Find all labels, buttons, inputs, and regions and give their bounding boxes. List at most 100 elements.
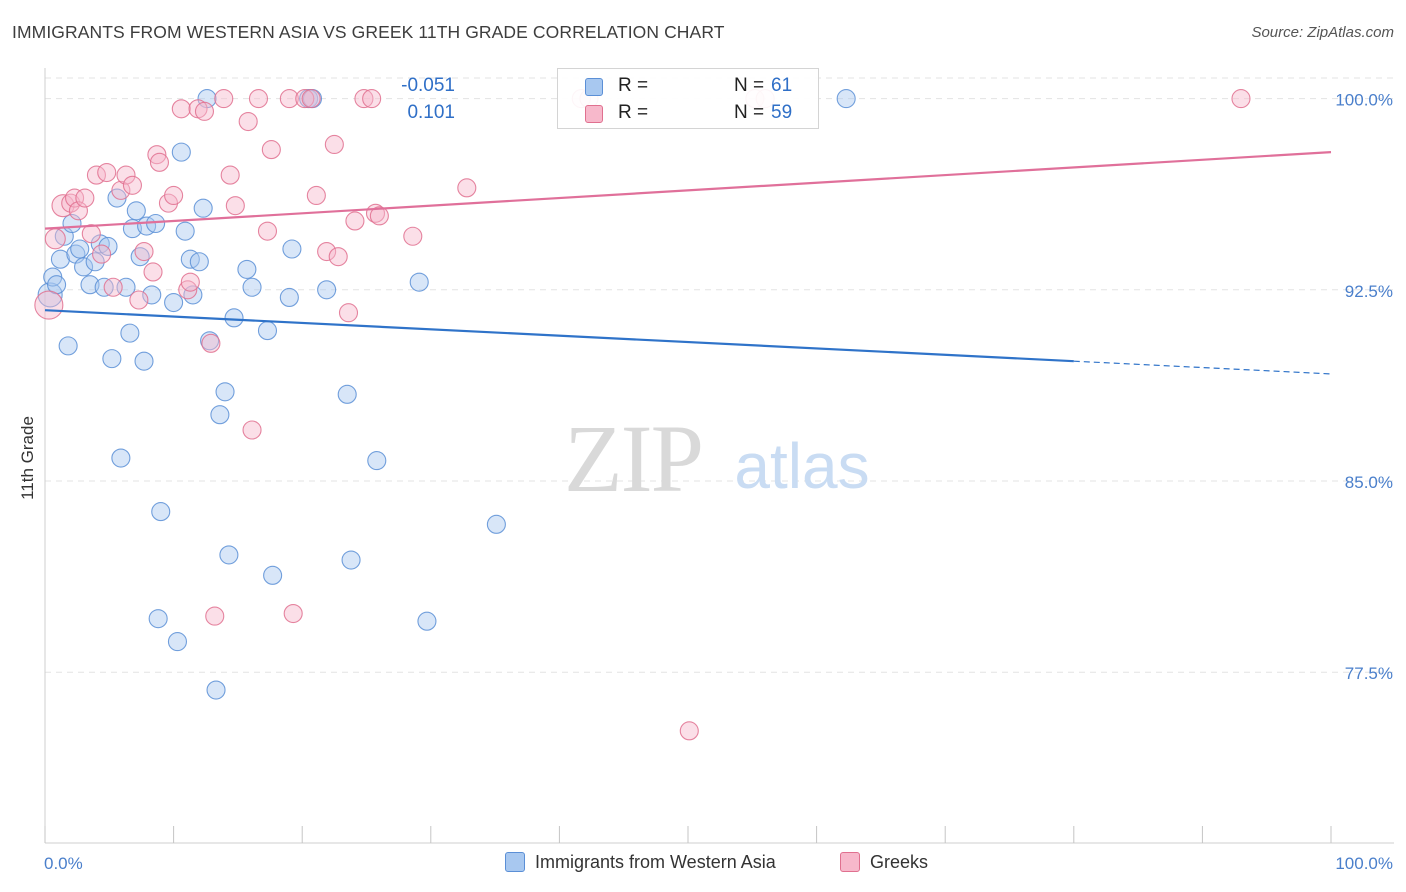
data-point <box>417 611 437 631</box>
legend-label: Greeks <box>870 852 929 872</box>
series-points-1 <box>34 89 1251 741</box>
data-point <box>50 249 70 269</box>
data-point <box>219 545 239 565</box>
data-point <box>44 228 66 250</box>
data-point <box>58 336 78 356</box>
data-point <box>120 323 140 343</box>
data-point <box>65 188 85 208</box>
data-point <box>486 514 506 534</box>
data-point <box>457 178 477 198</box>
n-value: 59 <box>771 102 793 123</box>
data-point <box>283 604 303 624</box>
y-tick-label: 77.5% <box>1345 664 1393 683</box>
data-point <box>317 242 337 262</box>
data-point <box>74 257 94 277</box>
data-point <box>85 252 105 272</box>
trend-lines <box>44 151 1332 375</box>
data-point <box>194 101 215 121</box>
data-point <box>205 606 225 626</box>
tick-labels: 100.0% 92.5% 85.0% 77.5% 0.0% 100.0% <box>44 91 1393 873</box>
source-label: Source: ZipAtlas.com <box>1251 24 1394 41</box>
data-point <box>130 247 150 267</box>
r-value: -0.051 <box>401 75 455 96</box>
data-point <box>178 280 198 300</box>
data-point <box>295 89 315 109</box>
data-point <box>143 262 163 282</box>
data-point <box>171 99 191 119</box>
legend-item-western-asia[interactable]: Immigrants from Western Asia <box>505 852 776 873</box>
data-point <box>224 308 244 328</box>
data-point <box>98 236 118 257</box>
data-point <box>111 180 131 200</box>
trend-line-extension <box>1073 360 1332 375</box>
data-point <box>362 89 382 109</box>
data-point <box>679 721 699 741</box>
data-point <box>164 185 184 206</box>
data-point <box>61 193 81 213</box>
data-point <box>149 152 170 172</box>
legend-swatch-western-asia <box>585 78 603 96</box>
data-point <box>1231 89 1251 109</box>
data-point <box>151 502 171 522</box>
n-value: 61 <box>771 75 793 96</box>
data-point <box>180 272 200 292</box>
data-point <box>175 221 195 241</box>
data-point <box>97 162 117 183</box>
data-point <box>237 259 257 279</box>
data-point <box>306 185 326 206</box>
data-point <box>369 206 389 226</box>
data-point <box>324 134 344 155</box>
data-point <box>282 239 302 259</box>
data-point <box>261 140 281 160</box>
data-point <box>164 292 184 313</box>
data-point <box>193 198 213 218</box>
data-point <box>142 285 162 305</box>
data-points <box>34 89 1251 741</box>
y-tick-label: 92.5% <box>1345 282 1393 301</box>
data-point <box>206 680 226 700</box>
r-label: R = <box>618 102 649 123</box>
data-point <box>148 609 168 629</box>
data-point <box>126 201 146 221</box>
data-point <box>134 351 154 371</box>
r-label: R = <box>618 75 649 96</box>
data-point <box>171 142 191 162</box>
grid-lines <box>45 77 1394 673</box>
data-point <box>215 382 235 402</box>
data-point <box>242 277 262 297</box>
data-point <box>134 242 154 262</box>
legend-item-greeks[interactable]: Greeks <box>840 852 928 873</box>
data-point <box>189 252 209 272</box>
data-point <box>341 550 361 570</box>
data-point <box>220 165 240 185</box>
y-tick-label: 100.0% <box>1335 91 1393 110</box>
data-point <box>111 448 131 468</box>
data-point <box>345 211 365 231</box>
r-value: 0.101 <box>407 102 455 123</box>
data-point <box>214 89 234 109</box>
data-point <box>367 451 387 471</box>
data-point <box>34 290 64 320</box>
data-point <box>147 145 167 165</box>
data-point <box>210 405 230 425</box>
trend-line <box>44 309 1074 363</box>
data-point <box>257 321 278 341</box>
data-point <box>248 89 269 109</box>
data-point <box>167 632 188 652</box>
data-point <box>103 277 123 297</box>
data-point <box>238 111 258 132</box>
legend-swatch-western-asia <box>505 852 525 872</box>
data-point <box>225 196 245 216</box>
n-label: N = <box>734 102 765 123</box>
chart-title: IMMIGRANTS FROM WESTERN ASIA VS GREEK 11… <box>12 22 725 42</box>
data-point <box>257 221 278 241</box>
data-point <box>116 165 136 185</box>
data-point <box>37 282 63 308</box>
data-point <box>328 247 348 267</box>
data-point <box>122 175 142 195</box>
trend-line <box>44 151 1332 230</box>
data-point <box>354 89 374 109</box>
y-tick-label: 85.0% <box>1345 473 1393 492</box>
data-point <box>80 275 100 295</box>
data-point <box>301 89 321 109</box>
